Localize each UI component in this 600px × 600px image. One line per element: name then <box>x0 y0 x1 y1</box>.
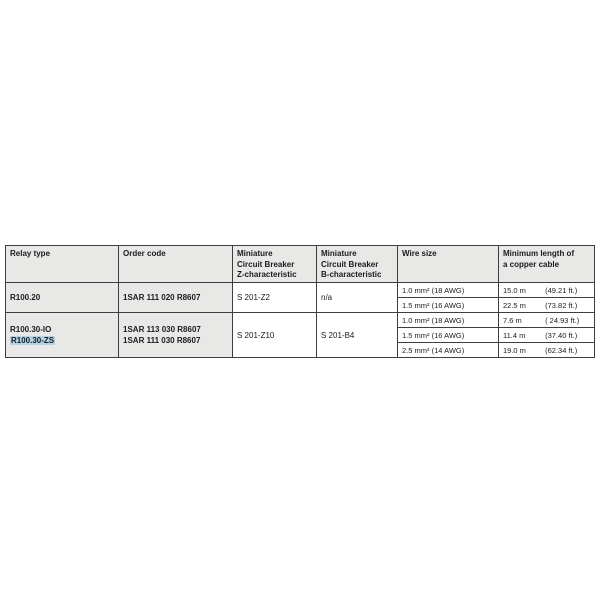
length-feet: (37.40 ft.) <box>545 330 578 340</box>
length-meters: 11.4 m <box>503 330 526 340</box>
table-row: R100.20 1SAR 111 020 R8607 S 201-Z2 n/a … <box>5 282 595 313</box>
length-meters: 22.5 m <box>503 300 526 310</box>
length-meters: 15.0 m <box>503 285 526 295</box>
column-header-min-length: Minimum length of a copper cable <box>498 245 595 283</box>
wire-size-cell: 1.0 mm² (18 AWG) <box>397 312 499 328</box>
wire-size-cell: 1.5 mm² (16 AWG) <box>397 327 499 343</box>
order-code-cell: 1SAR 111 020 R8607 <box>118 282 233 313</box>
relay-spec-table: Relay type Order code Miniature Circuit … <box>5 245 595 358</box>
column-header-breaker-b: Miniature Circuit Breaker B-characterist… <box>316 245 398 283</box>
relay-type-value: R100.20 <box>10 293 41 302</box>
length-feet: ( 24.93 ft.) <box>545 315 580 325</box>
wire-size-cell: 2.5 mm² (14 AWG) <box>397 342 499 358</box>
table-row: 2.5 mm² (14 AWG) 19.0 m (62.34 ft.) <box>6 342 595 358</box>
column-header-wire-size: Wire size <box>397 245 499 283</box>
wire-size-cell: 1.5 mm² (16 AWG) <box>397 297 499 313</box>
length-meters: 7.6 m <box>503 315 522 325</box>
column-header-breaker-z: Miniature Circuit Breaker Z-characterist… <box>232 245 317 283</box>
table-row: R100.30-IO R100.30-ZS 1SAR 113 030 R8607… <box>5 312 595 358</box>
cable-length-cell: 15.0 m (49.21 ft.) <box>498 282 595 298</box>
selected-relay-type-highlight: R100.30-ZS <box>10 336 56 345</box>
order-code-value: 1SAR 113 030 R8607 <box>123 325 201 334</box>
breaker-z-cell: S 201-Z2 <box>232 282 317 313</box>
order-code-cell: 1SAR 113 030 R8607 1SAR 111 030 R8607 <box>118 312 233 358</box>
cable-length-cell: 11.4 m (37.40 ft.) <box>498 327 595 343</box>
length-meters: 19.0 m <box>503 345 526 355</box>
column-header-order-code: Order code <box>118 245 233 283</box>
length-feet: (73.82 ft.) <box>545 300 578 310</box>
breaker-b-cell: n/a <box>316 282 398 313</box>
column-header-relay-type: Relay type <box>5 245 119 283</box>
length-feet: (49.21 ft.) <box>545 285 578 295</box>
length-feet: (62.34 ft.) <box>545 345 578 355</box>
breaker-b-cell: S 201-B4 <box>316 312 398 358</box>
order-code-value: 1SAR 111 020 R8607 <box>123 293 201 302</box>
wire-size-cell: 1.0 mm² (18 AWG) <box>397 282 499 298</box>
relay-type-value: R100.30-IO <box>10 325 52 334</box>
cable-length-cell: 19.0 m (62.34 ft.) <box>498 342 595 358</box>
table-header-row: Relay type Order code Miniature Circuit … <box>5 245 595 283</box>
breaker-z-cell: S 201-Z10 <box>232 312 317 358</box>
relay-type-cell: R100.20 <box>5 282 119 313</box>
cable-length-cell: 7.6 m ( 24.93 ft.) <box>498 312 595 328</box>
table-row: 1.5 mm² (16 AWG) 22.5 m (73.82 ft.) <box>6 297 595 313</box>
order-code-value: 1SAR 111 030 R8607 <box>123 336 201 345</box>
relay-type-cell: R100.30-IO R100.30-ZS <box>5 312 119 358</box>
cable-length-cell: 22.5 m (73.82 ft.) <box>498 297 595 313</box>
